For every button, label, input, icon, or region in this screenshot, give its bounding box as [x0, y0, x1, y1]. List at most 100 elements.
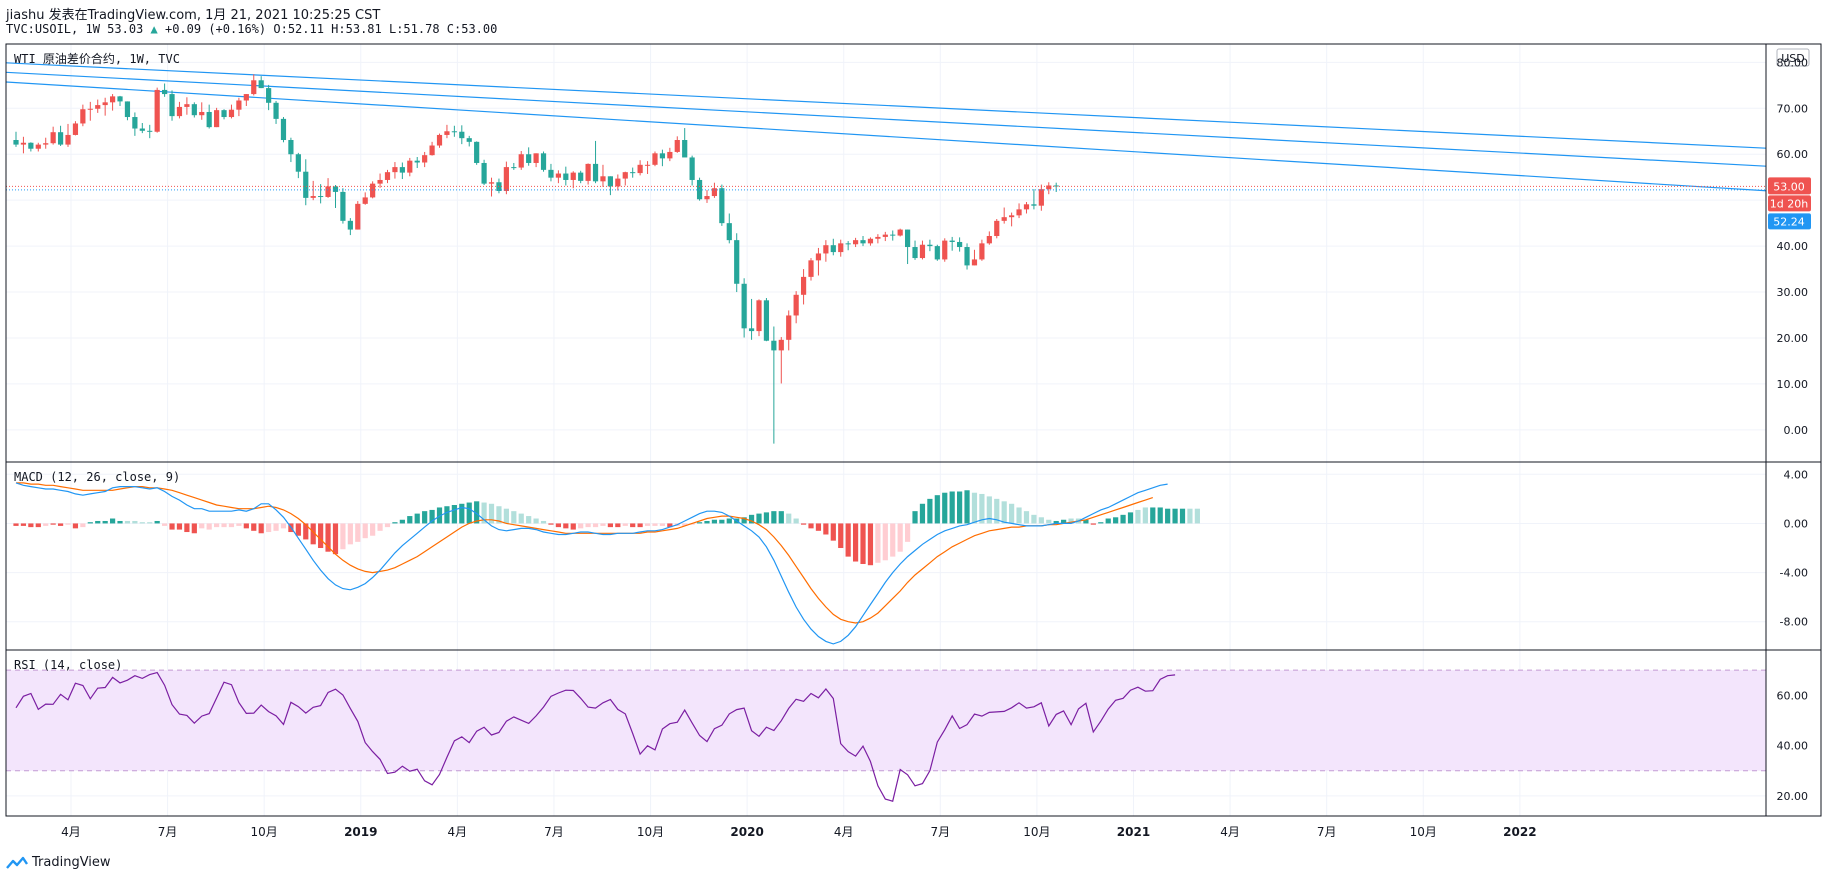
y-tick-label: 70.00: [1777, 102, 1809, 115]
candle-body: [139, 128, 145, 131]
y-tick-label: 60.00: [1777, 148, 1809, 161]
macd-hist-bar: [1120, 514, 1126, 524]
macd-hist-bar: [332, 523, 339, 555]
macd-hist-bar: [1172, 508, 1178, 524]
footer: TradingView: [6, 855, 111, 870]
y-tick-label: 80.00: [1777, 56, 1809, 69]
macd-hist-bar: [600, 523, 606, 526]
candle-body: [481, 162, 487, 184]
candle-body: [13, 140, 19, 145]
candle-body: [169, 94, 175, 117]
x-tick-label: 2022: [1503, 825, 1536, 839]
candle-body: [823, 245, 829, 254]
macd-hist-bar: [741, 517, 747, 524]
candle-body: [102, 102, 108, 106]
macd-hist-bar: [1179, 508, 1186, 524]
candle-body: [756, 300, 762, 332]
candle-body: [147, 130, 153, 132]
macd-hist-bar: [555, 523, 561, 528]
x-tick-label: 4月: [1220, 825, 1240, 839]
countdown-label: 1d 20h: [1770, 197, 1808, 210]
candle-body: [615, 178, 621, 187]
macd-hist-bar: [221, 523, 227, 528]
macd-hist-bar: [407, 516, 413, 524]
macd-hist-bar: [1105, 518, 1111, 524]
symbol-legend: TVC:USOIL, 1W 53.03 ▲ +0.09 (+0.16%) O:5…: [6, 22, 497, 36]
macd-hist-bar: [719, 519, 725, 524]
candle-body: [674, 140, 680, 152]
x-tick-label: 7月: [544, 825, 564, 839]
macd-hist-bar: [845, 523, 851, 557]
candle-body: [444, 131, 450, 135]
macd-hist-bar: [659, 523, 666, 526]
macd-hist-bar: [214, 523, 220, 528]
candle-body: [548, 169, 554, 178]
y-tick-label: -4.00: [1780, 567, 1808, 580]
candle-body: [719, 188, 725, 224]
x-tick-label: 7月: [1317, 825, 1337, 839]
candle-body: [1038, 189, 1044, 206]
macd-hist-bar: [80, 523, 86, 528]
macd-hist-bar: [979, 493, 985, 524]
macd-hist-bar: [429, 509, 435, 524]
candle-body: [979, 243, 985, 260]
candle-body: [986, 236, 992, 244]
macd-hist-bar: [303, 523, 309, 540]
candle-body: [117, 96, 123, 102]
candle-body: [310, 196, 316, 198]
macd-hist-bar: [1142, 507, 1148, 524]
macd-hist-bar: [236, 523, 242, 526]
candle-body: [251, 80, 257, 95]
macd-hist-bar: [1150, 507, 1156, 524]
macd-hist-bar: [95, 520, 101, 524]
candle-body: [95, 105, 101, 109]
x-tick-label: 4月: [448, 825, 468, 839]
macd-series: [13, 482, 1200, 645]
candle-body: [206, 111, 212, 128]
macd-hist-bar: [689, 523, 695, 525]
macd-hist-bar: [711, 519, 718, 524]
macd-hist-bar: [927, 498, 933, 524]
macd-hist-bar: [124, 520, 131, 524]
pane-title: RSI (14, close): [14, 658, 122, 672]
candle-body: [377, 179, 383, 184]
candle-body: [162, 89, 168, 95]
macd-hist-bar: [1016, 507, 1022, 524]
chart-border: [5, 43, 1822, 817]
macd-hist-bar: [957, 491, 963, 524]
macd-hist-bar: [994, 498, 1000, 524]
candle-body: [518, 154, 524, 168]
macd-hist-bar: [1001, 501, 1007, 524]
macd-hist-bar: [763, 512, 770, 524]
macd-hist-bar: [1090, 523, 1096, 525]
macd-hist-bar: [422, 511, 428, 524]
macd-hist-bar: [139, 522, 145, 524]
candle-body: [191, 104, 197, 116]
macd-hist-bar: [444, 506, 450, 524]
x-tick-label: 4月: [61, 825, 81, 839]
candle-body: [414, 160, 420, 163]
candle-body: [1009, 215, 1015, 218]
x-tick-label: 10月: [637, 825, 664, 839]
candle-body: [838, 243, 844, 253]
macd-hist-bar: [704, 520, 710, 524]
tradingview-logo-icon: [6, 856, 28, 869]
macd-hist-bar: [1187, 508, 1193, 524]
candle-body: [332, 186, 339, 192]
candle-body: [1023, 204, 1030, 210]
macd-hist-bar: [607, 523, 613, 528]
currency-label: USD: [1781, 52, 1805, 65]
candle-body: [228, 109, 235, 118]
macd-hist-bar: [696, 522, 703, 524]
macd-hist-bar: [860, 523, 866, 564]
x-tick-label: 7月: [158, 825, 178, 839]
candle-body: [741, 283, 747, 329]
candle-body: [1001, 217, 1007, 221]
candle-body: [429, 145, 435, 156]
macd-hist-bar: [1165, 508, 1171, 524]
candle-body: [704, 196, 710, 200]
rsi-band-fill: [6, 670, 1766, 771]
macd-hist-bar: [20, 523, 27, 526]
macd-hist-bar: [384, 523, 391, 528]
